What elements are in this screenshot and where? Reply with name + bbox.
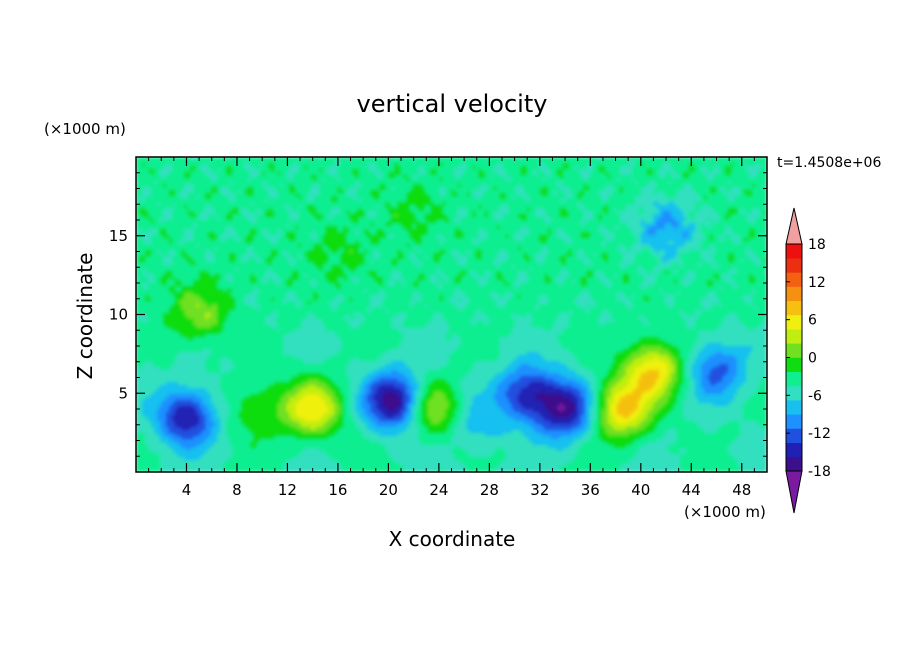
- x-tick-label: 8: [232, 481, 242, 499]
- plot-area: [135, 156, 768, 473]
- colorbar-tick-label: -6: [808, 388, 822, 404]
- colorbar-band: [786, 357, 802, 372]
- x-tick-label: 44: [682, 481, 701, 499]
- x-axis-unit: (×1000 m): [684, 503, 766, 521]
- colorbar: 18 12 6 0 -6 -12 -18: [785, 207, 831, 514]
- x-tick-label: 20: [379, 481, 398, 499]
- time-label: t=1.4508e+06: [777, 155, 881, 171]
- colorbar-band: [786, 442, 802, 458]
- colorbar-band: [786, 456, 802, 472]
- colorbar-band: [786, 272, 802, 287]
- y-axis-unit: (×1000 m): [44, 120, 126, 138]
- x-tick-label: 4: [182, 481, 192, 499]
- colorbar-band: [786, 286, 802, 302]
- x-axis-label: X coordinate: [389, 527, 516, 551]
- colorbar-tick-label: 6: [808, 313, 817, 329]
- colorbar-band: [786, 300, 802, 316]
- x-tick-label: 36: [581, 481, 600, 499]
- colorbar-tick-label: 0: [808, 351, 817, 367]
- x-tick-label: 32: [530, 481, 549, 499]
- y-axis-label: Z coordinate: [73, 253, 97, 380]
- chart-title: vertical velocity: [357, 90, 548, 118]
- colorbar-band: [786, 428, 802, 443]
- y-tick-label: 15: [109, 227, 128, 245]
- colorbar-tick-label: 18: [808, 237, 826, 253]
- contour-field: [136, 157, 767, 472]
- y-tick-label: 10: [109, 306, 128, 324]
- x-tick-label: 28: [480, 481, 499, 499]
- x-axis-ticks: 4 8 12 16 20 24 28 32 36 40 44 48: [148, 157, 755, 499]
- colorbar-band: [786, 244, 802, 259]
- x-tick-label: 40: [631, 481, 650, 499]
- colorbar-band: [786, 258, 802, 273]
- x-tick-label: 12: [278, 481, 297, 499]
- colorbar-band: [786, 385, 802, 401]
- colorbar-band: [786, 343, 802, 358]
- colorbar-bottom-arrow: [785, 470, 803, 514]
- x-tick-label: 16: [328, 481, 347, 499]
- x-tick-label: 48: [732, 481, 751, 499]
- colorbar-tick-label: -18: [808, 464, 831, 480]
- colorbar-tick-label: 12: [808, 275, 826, 291]
- y-tick-label: 5: [118, 384, 128, 402]
- colorbar-band: [786, 329, 802, 344]
- colorbar-tick-label: -12: [808, 426, 831, 442]
- colorbar-band: [786, 314, 802, 330]
- colorbar-band: [786, 371, 802, 387]
- y-axis-ticks: 5 10 15: [109, 172, 767, 457]
- colorbar-band: [786, 400, 802, 415]
- colorbar-top-arrow: [785, 207, 803, 245]
- colorbar-band: [786, 414, 802, 429]
- x-tick-label: 24: [429, 481, 448, 499]
